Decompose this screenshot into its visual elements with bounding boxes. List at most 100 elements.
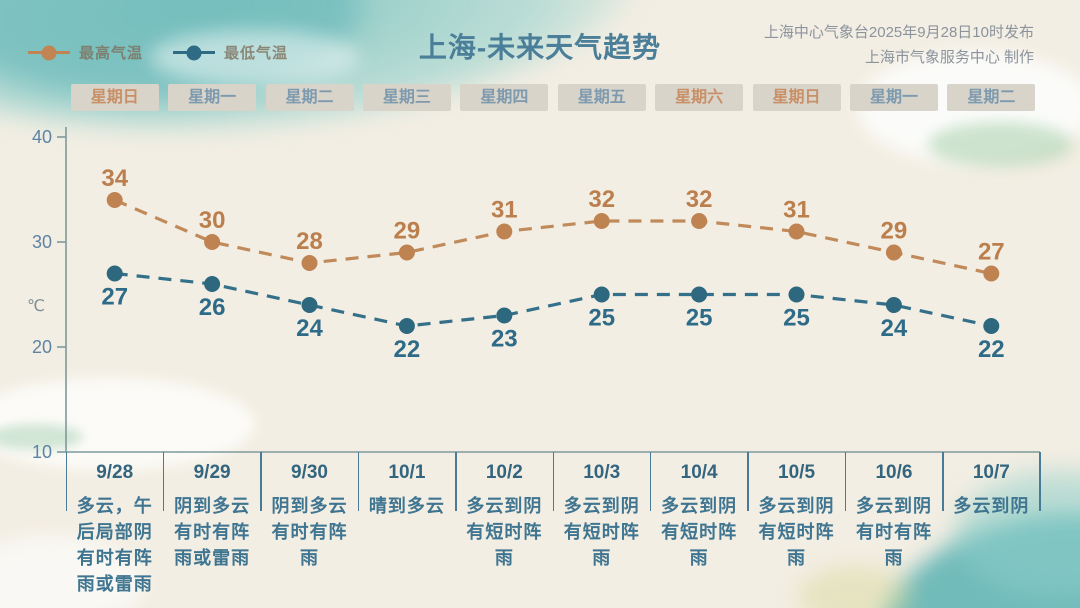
- high-temp-line: [114, 198, 992, 276]
- low-temp-value-label: 22: [394, 336, 421, 363]
- legend-marker-icon: [28, 45, 70, 60]
- attribution-line1: 上海中心气象台2025年9月28日10时发布: [763, 24, 1034, 41]
- forecast-date: 9/28: [96, 462, 134, 483]
- low-temp-point: [885, 297, 902, 313]
- weekday-label: 星期五: [557, 84, 646, 111]
- weekday-cell: 星期日: [66, 84, 163, 111]
- forecast-date: 10/7: [972, 462, 1010, 483]
- legend-label: 最高气温: [79, 45, 144, 62]
- column-divider: [649, 452, 652, 511]
- forecast-column: 10/1 晴到多云: [357, 452, 455, 597]
- y-tick-label: 10: [32, 442, 52, 462]
- high-temp-value-label: 27: [978, 239, 1005, 266]
- high-temp-value-label: 29: [394, 218, 421, 245]
- forecast-column: 10/2 多云到阴有短时阵雨: [455, 452, 553, 597]
- forecast-description: 阴到多云有时有阵雨或雷雨: [174, 496, 251, 568]
- weekday-label: 星期二: [265, 84, 354, 111]
- forecast-date: 10/1: [388, 462, 426, 483]
- weekday-cell: 星期六: [650, 84, 747, 111]
- forecast-date: 10/6: [875, 462, 913, 483]
- high-temp-point: [983, 265, 1000, 282]
- column-divider: [357, 452, 360, 511]
- forecast-date: 9/29: [193, 462, 231, 483]
- forecast-column: 10/5 多云到阴有短时阵雨: [747, 452, 845, 597]
- forecast-description: 多云到阴有短时阵雨: [661, 496, 738, 568]
- low-temp-value-label: 23: [491, 326, 518, 353]
- forecast-description: 多云到阴有短时阵雨: [563, 496, 640, 568]
- weekday-label: 星期二: [947, 84, 1036, 111]
- low-temp-point: [106, 265, 123, 282]
- weekday-cell: 星期一: [163, 84, 260, 111]
- high-temp-point: [301, 255, 318, 271]
- high-temp-value-label: 29: [881, 218, 908, 245]
- weekday-cell: 星期二: [261, 84, 358, 111]
- forecast-description: 多云到阴: [953, 496, 1030, 516]
- low-temp-point: [983, 318, 1000, 334]
- forecast-column: 10/4 多云到阴有短时阵雨: [649, 452, 747, 597]
- low-temp-point: [593, 286, 610, 303]
- high-temp-value-label: 32: [686, 186, 713, 213]
- forecast-date: 10/2: [485, 462, 523, 483]
- low-temp-value-label: 25: [588, 305, 615, 332]
- weekday-label: 星期六: [655, 84, 744, 111]
- weekday-cell: 星期五: [553, 84, 650, 111]
- low-temp-value-label: 22: [978, 336, 1005, 363]
- low-temp-point: [691, 286, 708, 303]
- y-tick-label: 30: [32, 232, 52, 252]
- forecast-column: 9/30 阴到多云有时有阵雨: [260, 452, 358, 597]
- weekday-label: 星期日: [70, 84, 159, 111]
- forecast-column: 9/29 阴到多云有时有阵雨或雷雨: [162, 452, 260, 597]
- high-temp-value-label: 30: [199, 207, 226, 234]
- weekday-cell: 星期二: [943, 84, 1040, 111]
- legend-item-high: 最高气温: [28, 42, 143, 63]
- high-temp-point: [788, 223, 805, 240]
- weekday-cell: 星期日: [748, 84, 845, 111]
- forecast-date: 10/3: [583, 462, 621, 483]
- weekday-cell: 星期三: [358, 84, 455, 111]
- forecast-description: 多云到阴有时有阵雨: [855, 496, 932, 568]
- high-temp-point: [398, 244, 415, 261]
- chart-legend: 最高气温 最低气温: [28, 42, 288, 63]
- high-temp-value-label: 31: [491, 197, 518, 224]
- low-temp-point: [496, 307, 513, 324]
- weekday-label: 星期一: [849, 84, 938, 111]
- weekday-row: 星期日 星期一 星期二 星期三 星期四 星期五 星期六 星期日 星期一 星期二: [66, 84, 1040, 111]
- low-temp-value-label: 24: [296, 315, 323, 342]
- column-divider: [942, 452, 944, 511]
- forecast-column: 10/3 多云到阴有短时阵雨: [552, 452, 650, 597]
- high-temp-value-label: 28: [296, 228, 323, 255]
- forecast-column: 10/7 多云到阴: [942, 452, 1041, 597]
- column-divider: [455, 452, 457, 511]
- high-temp-point: [885, 244, 902, 261]
- weekday-cell: 星期一: [845, 84, 942, 111]
- low-temp-value-label: 25: [783, 305, 810, 332]
- high-temp-point: [496, 223, 513, 240]
- low-temp-value-label: 25: [686, 305, 713, 332]
- legend-marker-icon: [173, 45, 216, 60]
- forecast-description: 多云到阴有短时阵雨: [758, 496, 835, 568]
- legend-item-low: 最低气温: [173, 42, 288, 63]
- y-tick-label: 20: [32, 337, 52, 357]
- high-temp-value-label: 34: [101, 165, 128, 192]
- low-temp-point: [788, 286, 805, 303]
- page-title: 上海-未来天气趋势: [418, 32, 662, 63]
- high-temp-point: [204, 234, 221, 250]
- column-divider: [844, 452, 847, 511]
- low-temp-line: [114, 271, 992, 328]
- weekday-label: 星期一: [168, 84, 257, 111]
- column-divider: [552, 452, 555, 511]
- high-temp-point: [106, 192, 123, 208]
- low-temp-point: [301, 297, 318, 313]
- column-divider: [260, 452, 262, 511]
- attribution-line2: 上海市气象服务中心 制作: [864, 49, 1034, 66]
- column-divider: [1039, 452, 1041, 511]
- forecast-table: 9/28 多云，午后局部阴有时有阵雨或雷雨 9/29 阴到多云有时有阵雨或雷雨 9/30…: [65, 452, 1041, 597]
- low-temp-value-label: 27: [101, 284, 128, 311]
- high-temp-value-label: 31: [783, 197, 810, 224]
- forecast-column: 10/6 多云到阴有时有阵雨: [844, 452, 942, 597]
- forecast-date: 10/4: [680, 462, 718, 483]
- high-temp-point: [691, 213, 708, 229]
- forecast-description: 晴到多云: [368, 496, 445, 516]
- low-temp-point: [398, 318, 415, 334]
